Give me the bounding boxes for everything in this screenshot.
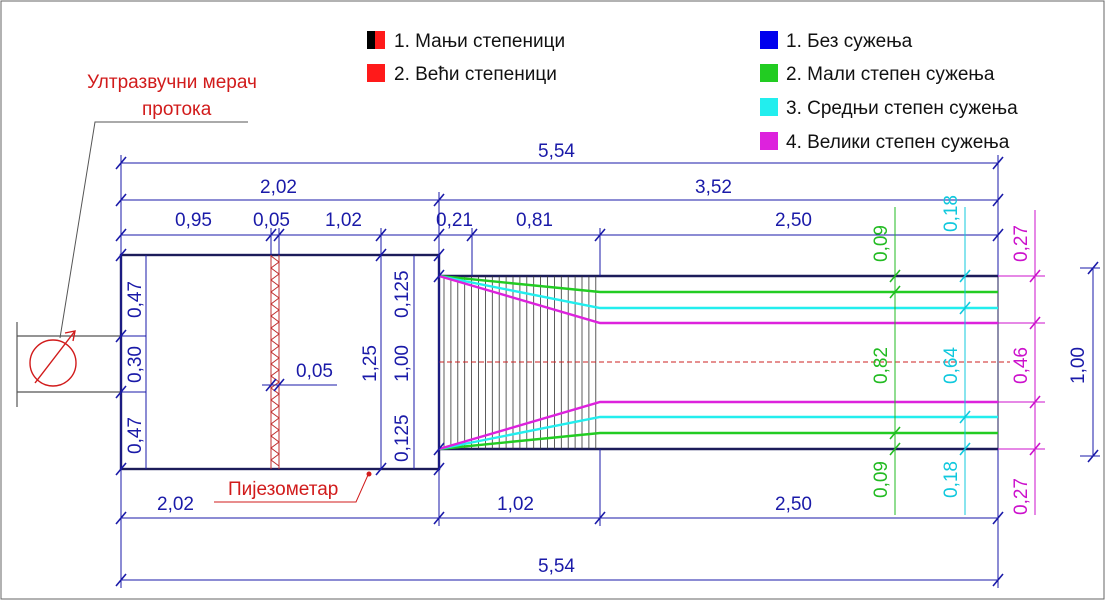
piezometer-leader: [214, 474, 369, 503]
dim-total-bottom: 5,54: [538, 556, 575, 577]
legend-item-large-steps: 2. Већи степеници: [367, 64, 557, 85]
dim-seg-b-top: 0,05: [253, 210, 290, 231]
legend-item-small-constriction: 2. Мали степен сужења: [760, 64, 995, 85]
dimension-tick: [992, 573, 1004, 587]
screen-dim-label: 0,05: [296, 361, 333, 382]
dimension-tick: [594, 228, 606, 242]
dimension-tick: [115, 228, 127, 242]
tank-edge-bottom-label: 0,125: [392, 414, 413, 462]
dimension-tick: [115, 573, 127, 587]
dimension-tick: [466, 228, 478, 242]
legend-item-no-constriction: 1. Без сужења: [760, 31, 913, 52]
dimension-tick: [273, 228, 285, 242]
piezometer-point-icon: [366, 471, 372, 477]
flowmeter-label-line1: Ултразвучни мерач: [87, 72, 257, 93]
flowmeter: Ултразвучни мерач протока: [16, 72, 257, 407]
tank-dim-top: 0,47: [125, 281, 146, 318]
tank-dimensions: [120, 255, 440, 469]
legend-small-steps-label: 1. Мањи степеници: [394, 31, 565, 52]
flowmeter-arrowhead: [64, 330, 76, 342]
dimension-tick: [433, 193, 445, 207]
channel: [438, 274, 1010, 451]
dimension-tick: [433, 228, 445, 242]
dimension-tick: [992, 193, 1004, 207]
legend-steps: 1. Мањи степеници 2. Већи степеници: [367, 31, 565, 85]
dim-left-total-top: 2,02: [260, 177, 297, 198]
magenta-swatch-icon: [760, 132, 778, 150]
flowmeter-arrow-icon: [34, 330, 76, 384]
tank-dim-bottom: 0,47: [125, 417, 146, 454]
dim-seg-c-bottom: 2,50: [775, 494, 812, 515]
tank-edge-top-label: 0,125: [392, 270, 413, 318]
cyan-constriction-top: [438, 274, 998, 310]
magenta-dim-bottom: 0,27: [1011, 478, 1032, 515]
dim-seg-a-top: 0,95: [175, 210, 212, 231]
dim-total-top: 5,54: [538, 141, 575, 162]
green-dim-bottom: 0,09: [871, 461, 892, 498]
tank-dim-mid: 0,30: [125, 346, 146, 383]
green-dim-top: 0,09: [871, 225, 892, 262]
dimension-tick: [992, 511, 1004, 525]
legend-item-medium-constriction: 3. Средњи степен сужења: [760, 98, 1018, 119]
cyan-dim-bottom: 0,18: [941, 461, 962, 498]
flowmeter-label-line2: протока: [142, 99, 212, 120]
red-swatch-icon: [367, 64, 385, 82]
screen-hatch: [270, 255, 280, 467]
dim-seg-c-top: 1,02: [325, 210, 362, 231]
magenta-dim-center: 0,46: [1011, 347, 1032, 384]
dimension-tick: [594, 511, 606, 525]
green-constriction-top: [438, 274, 998, 294]
flowmeter-leader: [59, 121, 248, 339]
dim-seg-a-bottom: 2,02: [157, 494, 194, 515]
piezometer-label: Пијезометар: [228, 479, 338, 500]
dimension-tick: [115, 156, 127, 170]
legend-constriction: 1. Без сужења 2. Мали степен сужења 3. С…: [760, 31, 1018, 153]
legend-item-small-steps: 1. Мањи степеници: [367, 31, 565, 52]
cyan-dim-top: 0,18: [941, 195, 962, 232]
black-red-swatch-icon: [367, 31, 375, 49]
dimension-tick: [375, 228, 387, 242]
legend-item-large-constriction: 4. Велики степен сужења: [760, 132, 1010, 153]
dimension-tick: [992, 156, 1004, 170]
cyan-constriction-bottom: [438, 415, 998, 451]
tank-height-label: 1,25: [360, 345, 381, 382]
magenta-constriction-bottom: [438, 400, 998, 451]
dim-seg-e-top: 0,81: [516, 210, 553, 231]
dim-seg-f-top: 2,50: [775, 210, 812, 231]
legend-small-constriction-label: 2. Мали степен сужења: [786, 64, 995, 85]
dimension-tick: [115, 511, 127, 525]
flowmeter-circle-icon: [29, 339, 77, 387]
dim-seg-b-bottom: 1,02: [497, 494, 534, 515]
legend-medium-constriction-label: 3. Средњи степен сужења: [786, 98, 1018, 119]
legend-large-constriction-label: 4. Велики степен сужења: [786, 132, 1010, 153]
magenta-dim-top: 0,27: [1011, 225, 1032, 262]
green-dim-center: 0,82: [871, 347, 892, 384]
screen-hatch-zigzag: [270, 255, 280, 467]
magenta-constriction-top: [438, 274, 998, 325]
cyan-swatch-icon: [760, 98, 778, 116]
dimensions-top: [120, 155, 999, 276]
black-red-swatch-icon-red-half: [375, 31, 385, 49]
dim-right-total-top: 3,52: [695, 177, 732, 198]
cyan-dim-center: 0,64: [941, 347, 962, 384]
green-constriction-bottom: [438, 431, 998, 451]
dimension-tick: [433, 511, 445, 525]
dimension-tick: [992, 228, 1004, 242]
legend-large-steps-label: 2. Већи степеници: [394, 64, 557, 85]
piezometer: Пијезометар: [214, 471, 372, 503]
dimension-ticks-top: [115, 156, 1004, 242]
dimension-tick: [115, 193, 127, 207]
legend-no-constriction-label: 1. Без сужења: [786, 31, 913, 52]
channel-dimensions: [894, 207, 1100, 515]
green-swatch-icon: [760, 64, 778, 82]
channel-width-label: 1,00: [1068, 347, 1089, 384]
dimension-tick: [265, 228, 277, 242]
tank-inner-width-label: 1,00: [392, 345, 413, 382]
dim-seg-d-top: 0,21: [436, 210, 473, 231]
blue-swatch-icon: [760, 31, 778, 49]
